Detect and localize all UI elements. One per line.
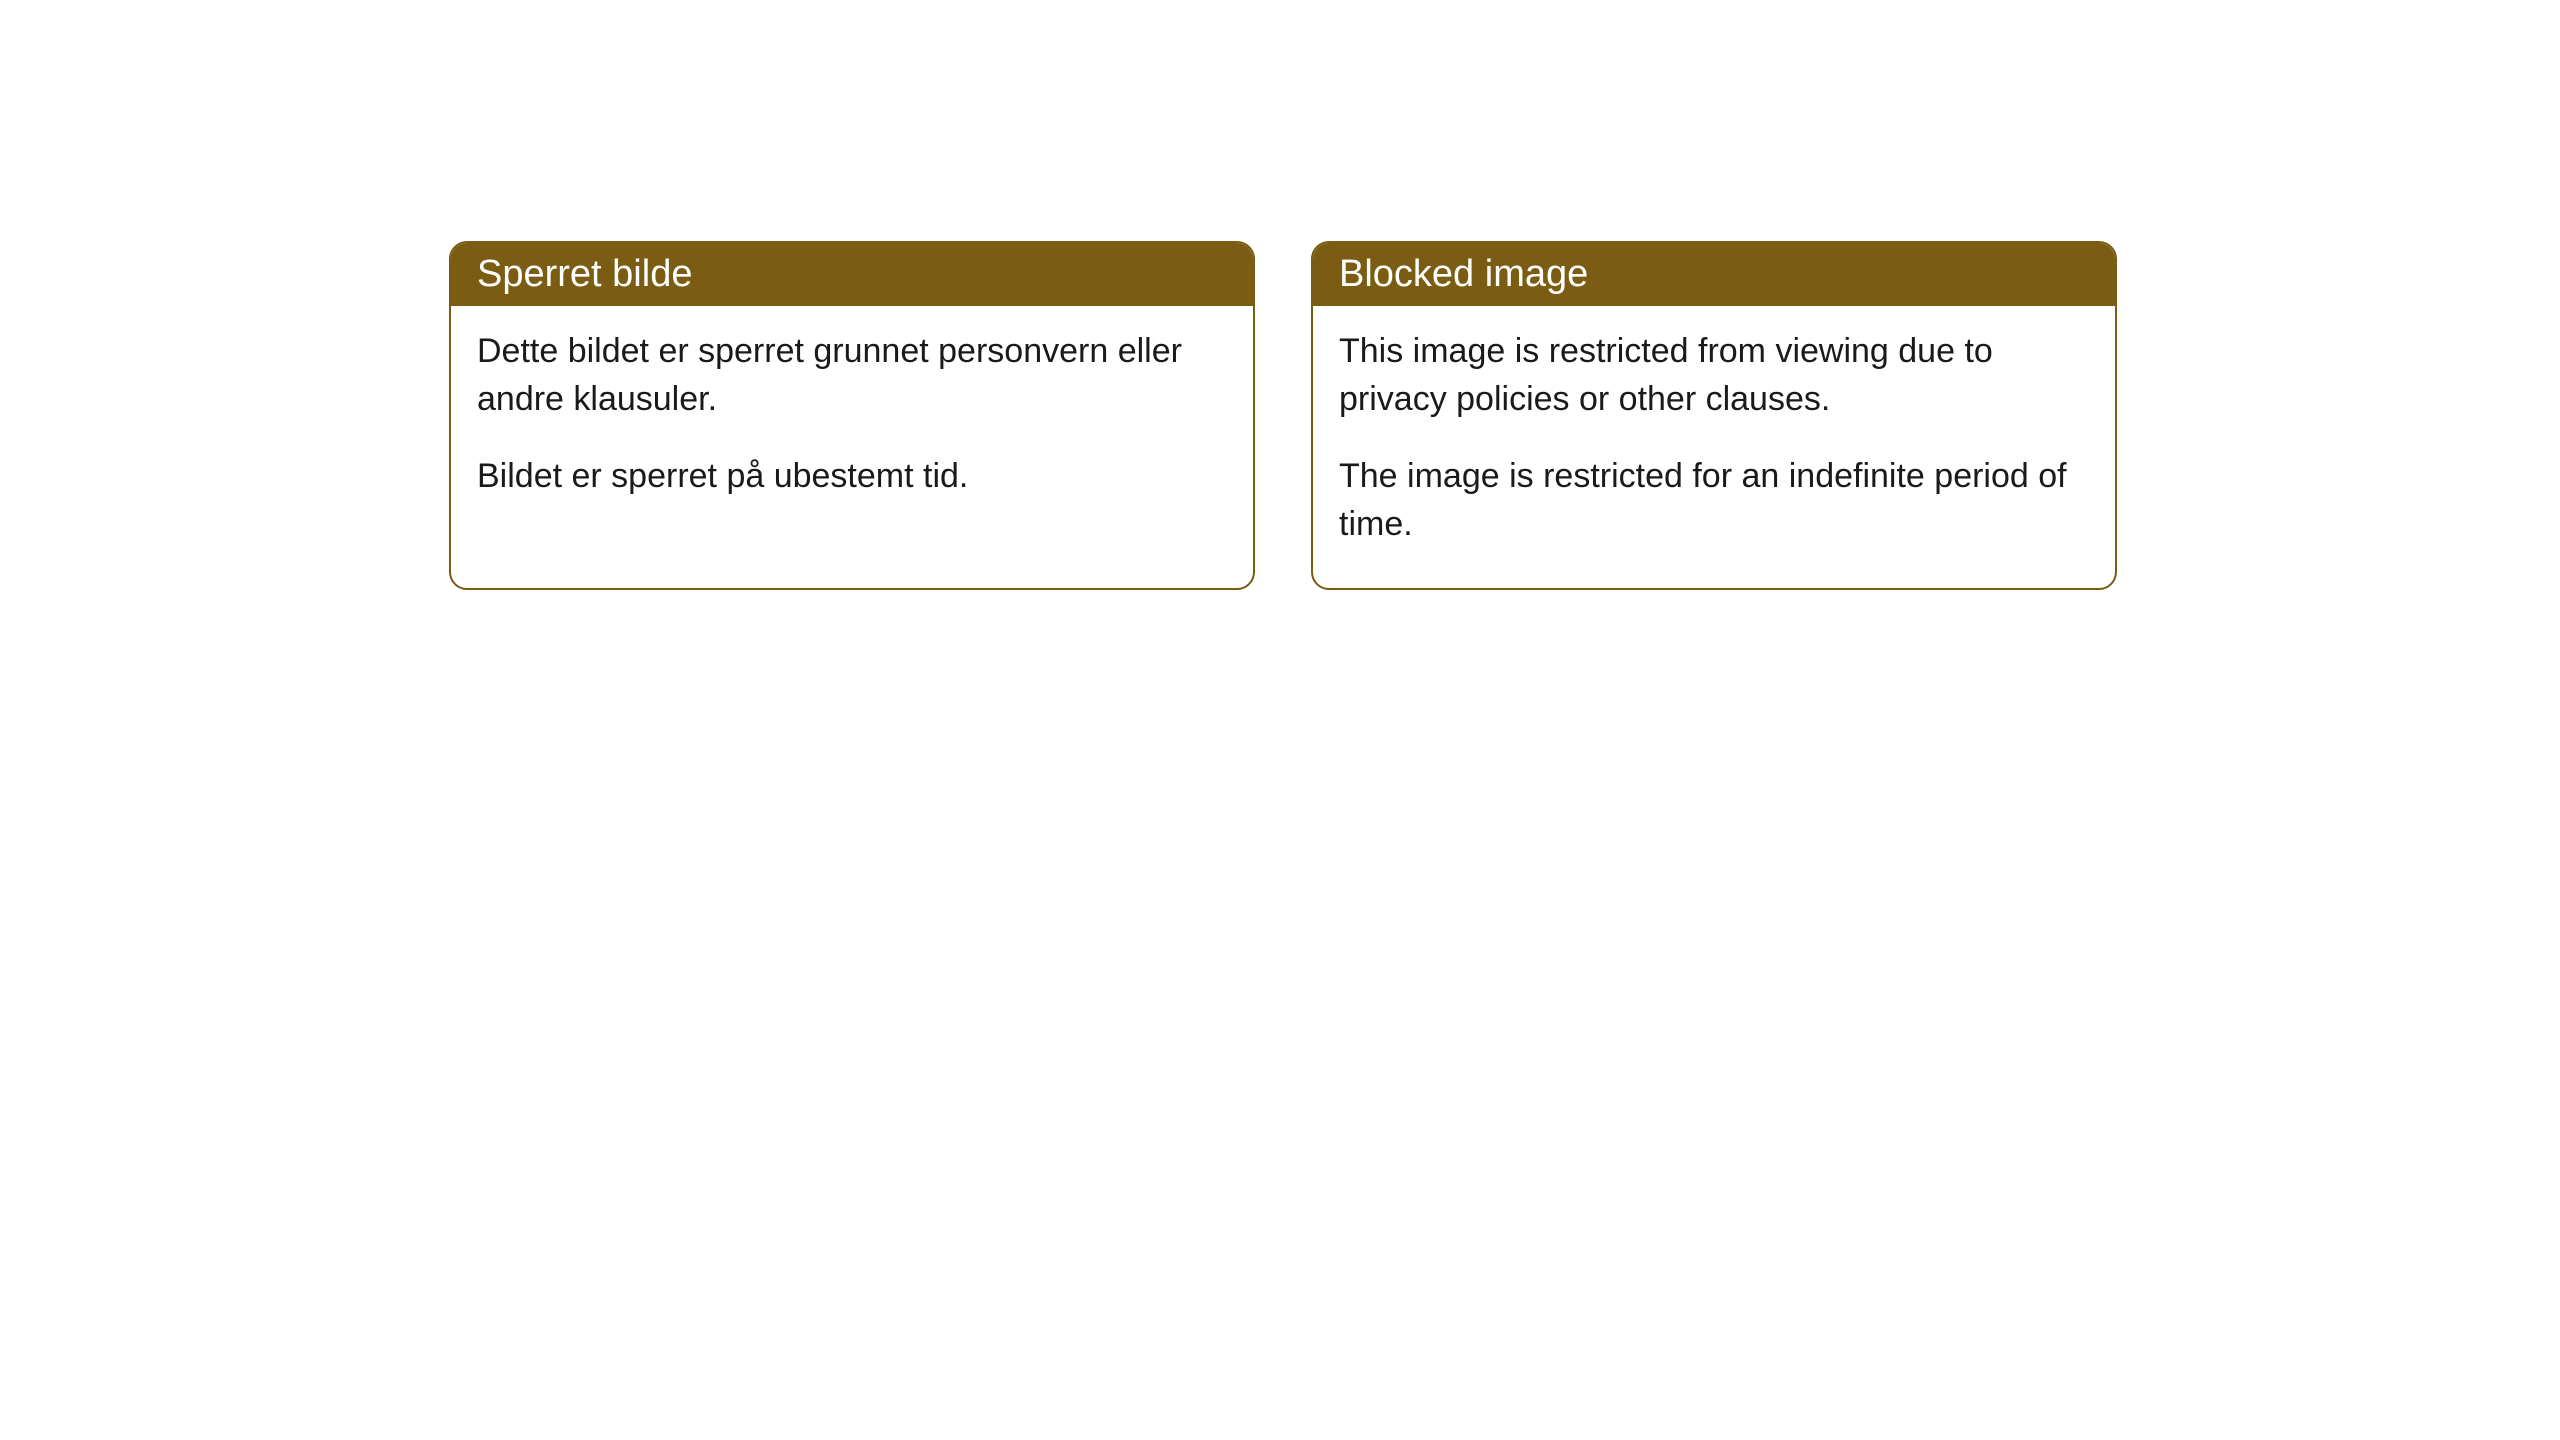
notice-container: Sperret bilde Dette bildet er sperret gr…: [0, 0, 2560, 590]
card-body-norwegian: Dette bildet er sperret grunnet personve…: [451, 306, 1253, 541]
card-header-english: Blocked image: [1313, 243, 2115, 306]
card-body-english: This image is restricted from viewing du…: [1313, 306, 2115, 588]
card-paragraph-1-norwegian: Dette bildet er sperret grunnet personve…: [477, 328, 1227, 423]
card-header-norwegian: Sperret bilde: [451, 243, 1253, 306]
card-title-norwegian: Sperret bilde: [477, 253, 692, 295]
card-paragraph-1-english: This image is restricted from viewing du…: [1339, 328, 2089, 423]
notice-card-english: Blocked image This image is restricted f…: [1311, 241, 2117, 590]
notice-card-norwegian: Sperret bilde Dette bildet er sperret gr…: [449, 241, 1255, 590]
card-paragraph-2-english: The image is restricted for an indefinit…: [1339, 453, 2089, 548]
card-paragraph-2-norwegian: Bildet er sperret på ubestemt tid.: [477, 453, 1227, 501]
card-title-english: Blocked image: [1339, 253, 1588, 295]
